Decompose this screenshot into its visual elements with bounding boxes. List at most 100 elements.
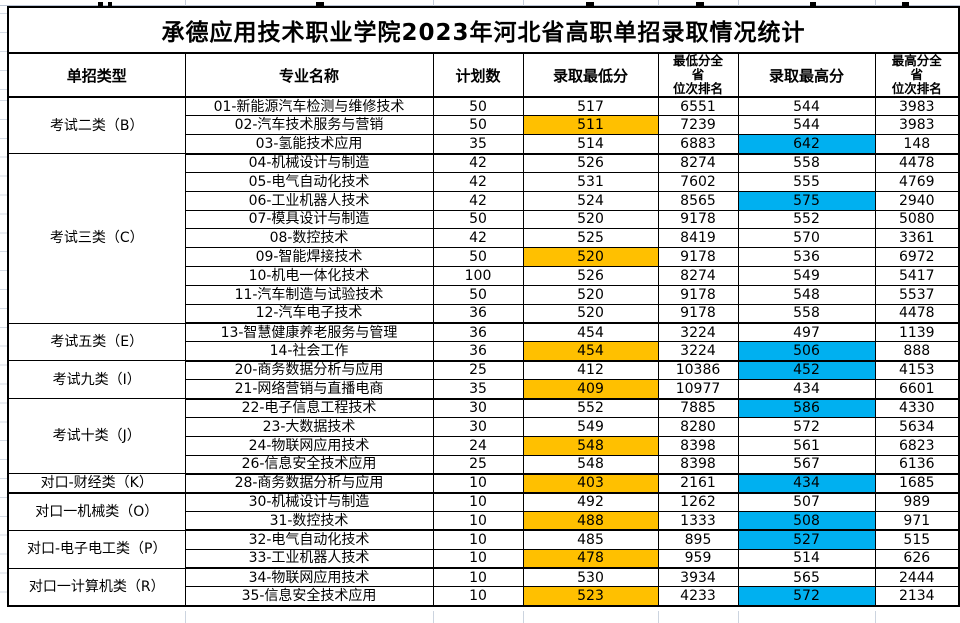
plan-count-cell[interactable]: 50	[432, 247, 524, 268]
category-cell[interactable]: 考试二类（B）	[7, 96, 186, 155]
max-score-cell[interactable]: 434	[737, 473, 876, 494]
min-score-cell[interactable]: 514	[522, 134, 659, 155]
max-rank-cell[interactable]: 3983	[874, 96, 960, 117]
min-score-cell[interactable]: 511	[522, 115, 659, 136]
min-rank-cell[interactable]: 3224	[657, 341, 739, 362]
major-cell[interactable]: 26-信息安全技术应用	[184, 454, 434, 475]
plan-count-cell[interactable]: 24	[432, 435, 524, 456]
min-score-cell[interactable]: 525	[522, 228, 659, 249]
min-rank-cell[interactable]: 8398	[657, 435, 739, 456]
major-cell[interactable]: 12-汽车电子技术	[184, 303, 434, 325]
max-rank-cell[interactable]: 2444	[874, 567, 960, 588]
category-cell[interactable]: 对口-电子电工类（P）	[7, 529, 186, 569]
major-cell[interactable]: 04-机械设计与制造	[184, 153, 434, 173]
major-cell[interactable]: 31-数控技术	[184, 511, 434, 532]
col-header-plan[interactable]: 计划数	[432, 52, 524, 98]
min-rank-cell[interactable]: 1262	[657, 492, 739, 513]
max-score-cell[interactable]: 558	[737, 303, 876, 325]
major-cell[interactable]: 06-工业机器人技术	[184, 190, 434, 211]
max-rank-cell[interactable]: 5537	[874, 284, 960, 305]
min-rank-cell[interactable]: 9178	[657, 247, 739, 268]
min-score-cell[interactable]: 548	[522, 435, 659, 456]
max-rank-cell[interactable]: 4478	[874, 153, 960, 173]
plan-count-cell[interactable]: 25	[432, 454, 524, 475]
major-cell[interactable]: 24-物联网应用技术	[184, 435, 434, 456]
min-rank-cell[interactable]: 10977	[657, 379, 739, 400]
min-rank-cell[interactable]: 8565	[657, 190, 739, 211]
max-rank-cell[interactable]: 3361	[874, 228, 960, 249]
major-cell[interactable]: 13-智慧健康养老服务与管理	[184, 322, 434, 343]
min-score-cell[interactable]: 517	[522, 96, 659, 117]
max-rank-cell[interactable]: 1139	[874, 322, 960, 343]
major-cell[interactable]: 02-汽车技术服务与营销	[184, 115, 434, 136]
min-score-cell[interactable]: 523	[522, 586, 659, 607]
min-rank-cell[interactable]: 8274	[657, 266, 739, 286]
major-cell[interactable]: 22-电子信息工程技术	[184, 398, 434, 418]
major-cell[interactable]: 01-新能源汽车检测与维修技术	[184, 96, 434, 117]
max-rank-cell[interactable]: 6972	[874, 247, 960, 268]
max-score-cell[interactable]: 527	[737, 529, 876, 550]
max-rank-cell[interactable]: 6136	[874, 454, 960, 475]
max-rank-cell[interactable]: 5417	[874, 266, 960, 286]
major-cell[interactable]: 20-商务数据分析与应用	[184, 360, 434, 381]
category-cell[interactable]: 考试五类（E）	[7, 322, 186, 362]
min-score-cell[interactable]: 526	[522, 266, 659, 286]
max-score-cell[interactable]: 536	[737, 247, 876, 268]
min-score-cell[interactable]: 524	[522, 190, 659, 211]
plan-count-cell[interactable]: 25	[432, 360, 524, 381]
major-cell[interactable]: 21-网络营销与直播电商	[184, 379, 434, 400]
min-score-cell[interactable]: 549	[522, 416, 659, 437]
plan-count-cell[interactable]: 50	[432, 284, 524, 305]
max-score-cell[interactable]: 506	[737, 341, 876, 362]
plan-count-cell[interactable]: 50	[432, 115, 524, 136]
plan-count-cell[interactable]: 36	[432, 341, 524, 362]
plan-count-cell[interactable]: 10	[432, 473, 524, 494]
max-rank-cell[interactable]: 515	[874, 529, 960, 550]
max-score-cell[interactable]: 544	[737, 96, 876, 117]
major-cell[interactable]: 35-信息安全技术应用	[184, 586, 434, 607]
min-score-cell[interactable]: 520	[522, 209, 659, 230]
max-score-cell[interactable]: 507	[737, 492, 876, 513]
min-score-cell[interactable]: 488	[522, 511, 659, 532]
max-rank-cell[interactable]: 888	[874, 341, 960, 362]
plan-count-cell[interactable]: 10	[432, 567, 524, 588]
category-cell[interactable]: 对口一机械类（O）	[7, 492, 186, 531]
min-score-cell[interactable]: 492	[522, 492, 659, 513]
min-rank-cell[interactable]: 7239	[657, 115, 739, 136]
min-score-cell[interactable]: 531	[522, 171, 659, 192]
min-score-cell[interactable]: 454	[522, 341, 659, 362]
min-rank-cell[interactable]: 895	[657, 529, 739, 550]
min-rank-cell[interactable]: 9178	[657, 303, 739, 325]
min-rank-cell[interactable]: 7885	[657, 398, 739, 418]
max-score-cell[interactable]: 586	[737, 398, 876, 418]
plan-count-cell[interactable]: 42	[432, 190, 524, 211]
min-rank-cell[interactable]: 2161	[657, 473, 739, 494]
plan-count-cell[interactable]: 35	[432, 134, 524, 155]
major-cell[interactable]: 11-汽车制造与试验技术	[184, 284, 434, 305]
max-rank-cell[interactable]: 148	[874, 134, 960, 155]
max-score-cell[interactable]: 575	[737, 190, 876, 211]
major-cell[interactable]: 23-大数据技术	[184, 416, 434, 437]
category-cell[interactable]: 考试三类（C）	[7, 153, 186, 324]
col-header-major[interactable]: 专业名称	[184, 52, 434, 98]
plan-count-cell[interactable]: 10	[432, 529, 524, 550]
page-title[interactable]: 承德应用技术职业学院2023年河北省高职单招录取情况统计	[7, 6, 960, 54]
min-score-cell[interactable]: 530	[522, 567, 659, 588]
major-cell[interactable]: 09-智能焊接技术	[184, 247, 434, 268]
max-rank-cell[interactable]: 989	[874, 492, 960, 513]
max-rank-cell[interactable]: 971	[874, 511, 960, 532]
min-rank-cell[interactable]: 1333	[657, 511, 739, 532]
max-score-cell[interactable]: 552	[737, 209, 876, 230]
plan-count-cell[interactable]: 100	[432, 266, 524, 286]
plan-count-cell[interactable]: 50	[432, 209, 524, 230]
plan-count-cell[interactable]: 10	[432, 492, 524, 513]
major-cell[interactable]: 03-氢能技术应用	[184, 134, 434, 155]
col-header-min-rank[interactable]: 最低分全 省 位次排名	[657, 52, 739, 98]
max-rank-cell[interactable]: 1685	[874, 473, 960, 494]
max-rank-cell[interactable]: 4330	[874, 398, 960, 418]
min-rank-cell[interactable]: 7602	[657, 171, 739, 192]
max-rank-cell[interactable]: 5080	[874, 209, 960, 230]
max-score-cell[interactable]: 548	[737, 284, 876, 305]
max-rank-cell[interactable]: 626	[874, 548, 960, 570]
min-score-cell[interactable]: 520	[522, 247, 659, 268]
